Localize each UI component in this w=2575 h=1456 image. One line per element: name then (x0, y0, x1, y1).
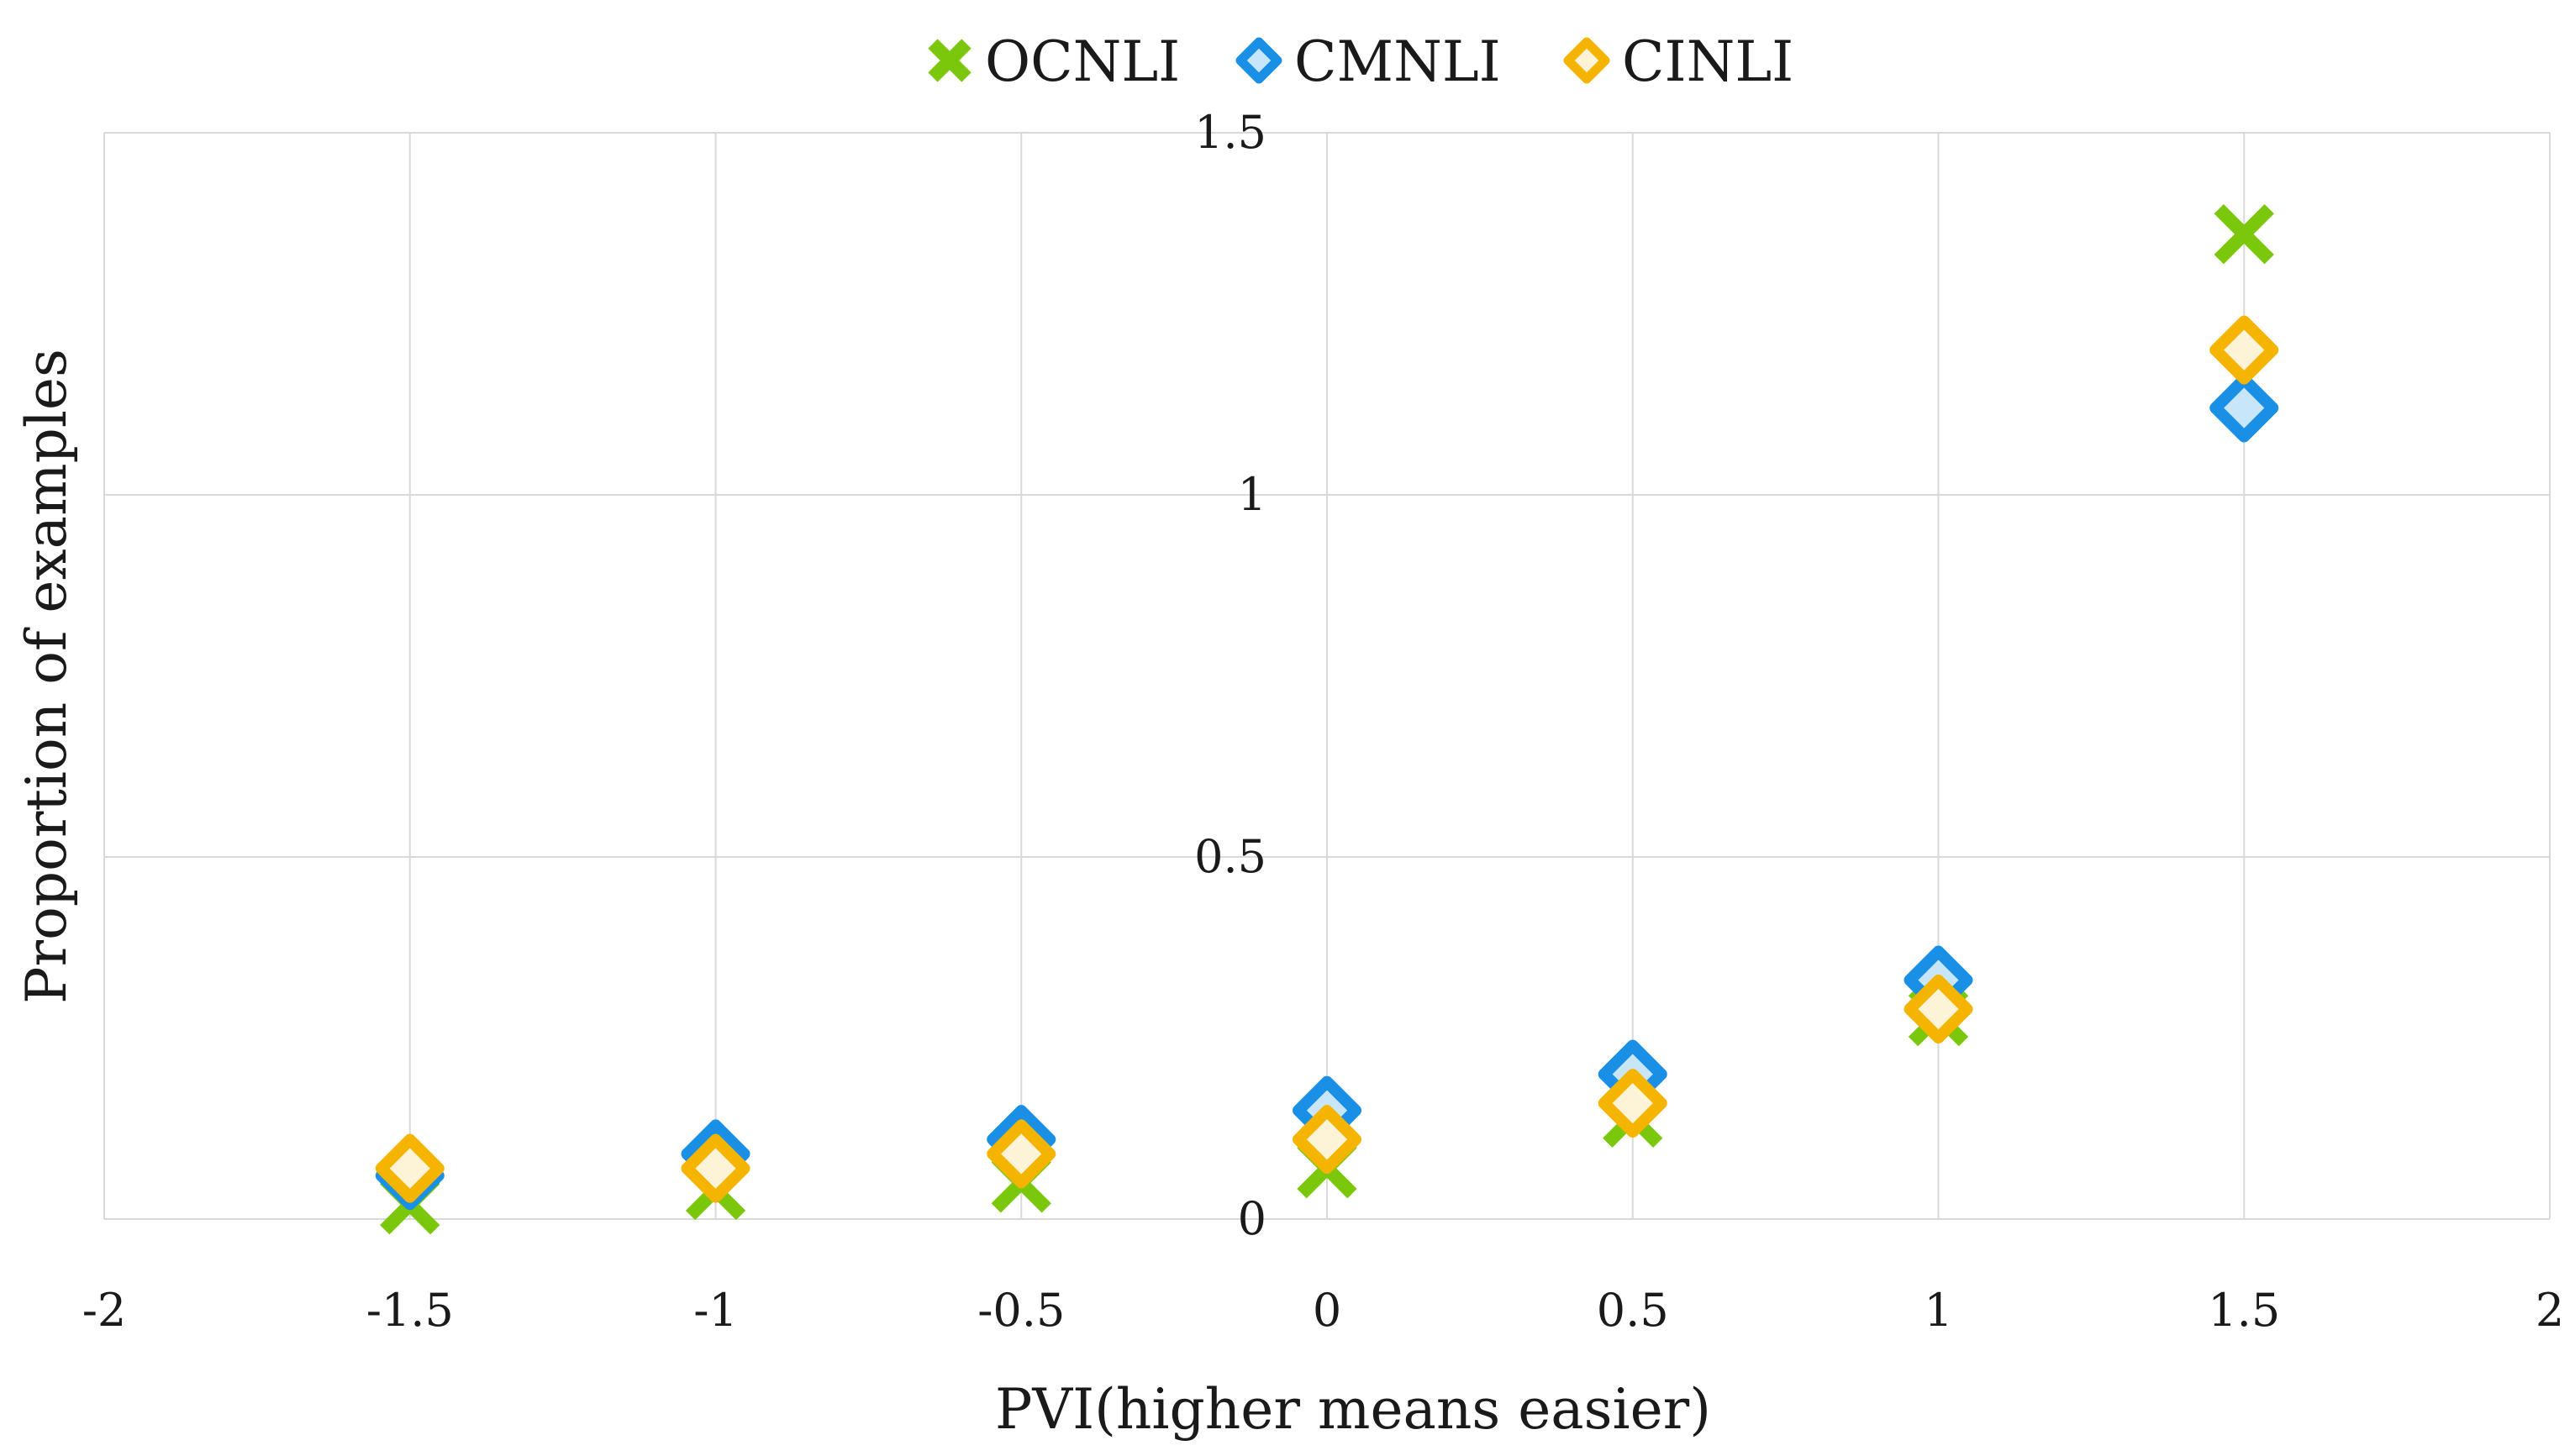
x-tick-label: 2 (2536, 1284, 2564, 1337)
x-tick-label: 0 (1313, 1284, 1341, 1337)
y-tick-labels: 0 0.5 1 1.5 (1194, 106, 1266, 1245)
y-tick-label: 0 (1238, 1192, 1266, 1245)
x-axis-label: PVI(higher means easier) (995, 1377, 1711, 1442)
x-tick-label: 1 (1924, 1284, 1952, 1337)
legend-label: OCNLI (985, 29, 1180, 94)
x-tick-label: 0.5 (1597, 1284, 1669, 1337)
y-tick-label: 1 (1238, 468, 1266, 521)
grid-lines (103, 132, 2551, 1220)
legend-label: CINLI (1622, 29, 1793, 94)
x-tick-label: -2 (82, 1284, 127, 1337)
cmnli-point (2209, 373, 2279, 443)
cinli-point (2209, 315, 2279, 385)
cinli-point (987, 1119, 1056, 1189)
series-cinli (375, 315, 2279, 1203)
legend-diamond-marker-icon (1563, 37, 1610, 84)
x-tick-labels: -2 -1.5 -1 -0.5 0 0.5 1 1.5 2 (82, 1284, 2564, 1337)
cinli-point (375, 1133, 445, 1203)
y-tick-label: 1.5 (1194, 106, 1266, 159)
legend-diamond-marker-icon (1235, 37, 1282, 84)
cinli-point (1293, 1105, 1361, 1175)
cinli-point (1598, 1069, 1667, 1138)
data-points (375, 204, 2279, 1235)
legend-item-cmnli: CMNLI (1235, 29, 1501, 94)
legend-item-ocnli: OCNLI (928, 29, 1180, 94)
legend-label: CMNLI (1294, 29, 1501, 94)
x-tick-label: 1.5 (2208, 1284, 2280, 1337)
ocnli-point (2214, 204, 2274, 265)
legend-x-marker-icon (928, 39, 972, 82)
x-tick-label: -0.5 (977, 1284, 1065, 1337)
cinli-point (1904, 975, 1973, 1044)
cinli-point (681, 1133, 750, 1203)
y-tick-label: 0.5 (1194, 830, 1266, 883)
legend-item-cinli: CINLI (1563, 29, 1793, 94)
x-tick-label: -1.5 (366, 1284, 454, 1337)
y-axis-label: Proportion of examples (14, 349, 79, 1004)
x-tick-label: -1 (693, 1284, 738, 1337)
legend: OCNLI CMNLI CINLI (928, 29, 1793, 94)
